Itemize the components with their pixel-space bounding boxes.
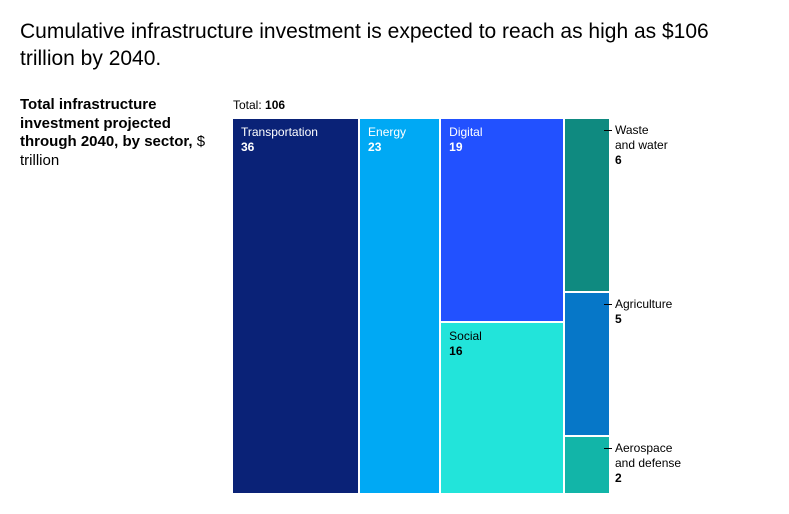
unit-label: $ trillion [20, 133, 206, 169]
cell-label-energy: Energy [368, 125, 407, 139]
leader-line-waste-and-water [603, 130, 612, 131]
leader-line-agriculture [603, 303, 612, 305]
cell-label-social: Social [449, 329, 482, 344]
cell-value-social: 16 [449, 344, 463, 359]
cell-label-digital: Digital [449, 125, 483, 139]
treemap: Transportation 36 Energy 23 Digital 19 Social 1… [232, 118, 610, 494]
external-label-text: and water [615, 138, 668, 152]
chart-subtitle: Total infrastructure investment projecte… [20, 96, 220, 170]
external-label-agriculture: Agriculture 5 [615, 297, 715, 327]
external-label-text: Agriculture [615, 296, 673, 311]
external-label-value-waste-and-water: 6 [615, 153, 622, 167]
treemap-cell-social: Social 16 [440, 322, 564, 494]
treemap-cell-energy: Energy 23 [359, 118, 441, 494]
cell-value-digital: 19 [449, 140, 463, 154]
subtitle-text: Total infrastructure investment projecte… [20, 96, 193, 150]
treemap-cell-transportation: Transportation 36 [232, 118, 360, 494]
treemap-cell-aerospace-and-defense [563, 436, 610, 494]
total-label: Total: 106 [233, 97, 285, 113]
total-value: 106 [265, 98, 286, 112]
external-label-text: Aerospace [615, 441, 673, 456]
cell-value-transportation: 36 [241, 140, 255, 154]
cell-label-transportation: Transportation [241, 125, 318, 139]
external-label-value-aerospace-and-defense: 2 [615, 471, 622, 486]
total-label-text: Total: [233, 98, 262, 112]
external-label-waste-and-water: Waste and water 6 [615, 123, 715, 168]
treemap-cell-digital: Digital 19 [440, 118, 564, 323]
treemap-cell-agriculture [563, 291, 610, 437]
chart-title: Cumulative infrastructure investment is … [20, 20, 709, 70]
external-label-text: Waste [615, 123, 649, 137]
external-label-text: and defense [615, 456, 682, 471]
cell-value-energy: 23 [368, 140, 382, 154]
external-label-aerospace-and-defense: Aerospace and defense 2 [615, 441, 715, 486]
leader-line-aerospace-and-defense [603, 448, 612, 450]
external-label-value-agriculture: 5 [615, 311, 622, 326]
treemap-cell-waste-and-water [563, 118, 610, 292]
